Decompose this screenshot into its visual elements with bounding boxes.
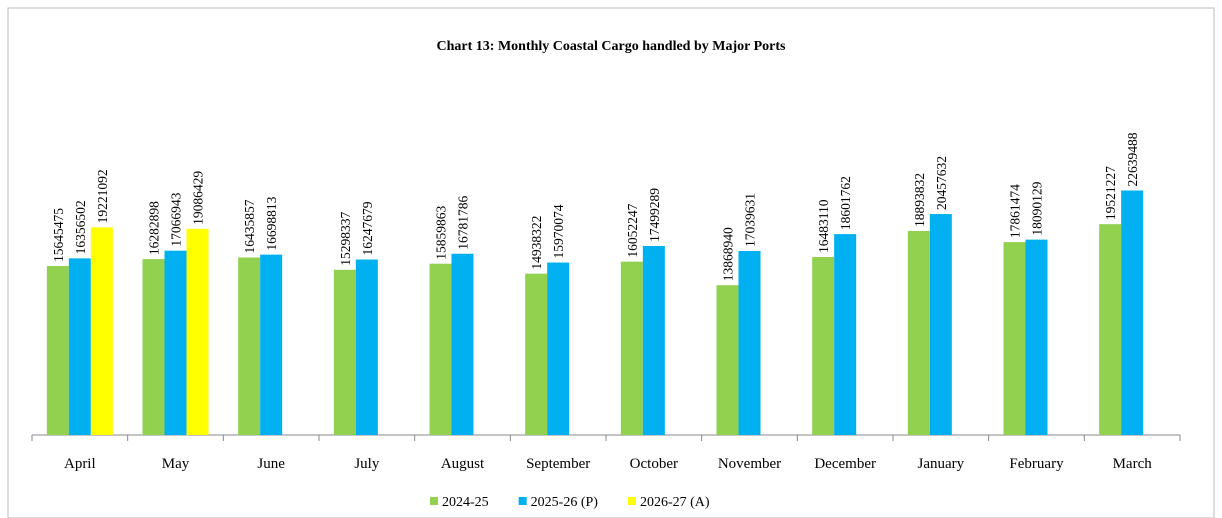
value-label: 16698813 bbox=[264, 196, 279, 250]
x-tick-label: March bbox=[1113, 456, 1153, 472]
chart-title: Chart 13: Monthly Coastal Cargo handled … bbox=[437, 39, 787, 54]
bar bbox=[1121, 190, 1144, 435]
bar bbox=[90, 227, 113, 435]
value-label: 15645475 bbox=[51, 208, 66, 262]
bar bbox=[547, 262, 570, 435]
bar bbox=[429, 263, 452, 435]
value-label: 18601762 bbox=[838, 176, 853, 230]
bar bbox=[620, 261, 643, 435]
legend-swatch bbox=[430, 497, 438, 505]
bar bbox=[355, 259, 378, 435]
value-label: 15859863 bbox=[434, 205, 449, 259]
value-label: 16052247 bbox=[625, 203, 640, 257]
x-tick-label: June bbox=[257, 456, 285, 472]
legend-swatch bbox=[627, 497, 636, 505]
value-label: 17039631 bbox=[743, 193, 758, 247]
bar bbox=[907, 230, 930, 435]
bar bbox=[1099, 224, 1122, 435]
legend-label: 2025-26 (P) bbox=[531, 495, 599, 510]
bar bbox=[68, 258, 91, 435]
bar bbox=[142, 259, 165, 435]
bar bbox=[738, 250, 761, 435]
bar bbox=[716, 285, 739, 435]
legend-label: 2024-25 bbox=[442, 495, 489, 510]
value-label: 16282898 bbox=[147, 201, 162, 255]
value-label: 17066943 bbox=[169, 192, 184, 246]
value-label: 22639488 bbox=[1125, 132, 1140, 186]
bar bbox=[1025, 239, 1048, 435]
x-tick-label: September bbox=[526, 456, 590, 472]
x-tick-label: May bbox=[162, 456, 190, 472]
value-label: 14938322 bbox=[529, 216, 544, 270]
value-label: 16781786 bbox=[456, 196, 471, 250]
value-label: 19086429 bbox=[191, 171, 206, 225]
bar bbox=[834, 234, 857, 435]
x-tick-label: November bbox=[718, 456, 781, 472]
value-label: 17499289 bbox=[647, 188, 662, 242]
value-label: 16247679 bbox=[360, 201, 375, 255]
value-label: 17861474 bbox=[1008, 184, 1023, 238]
bar bbox=[1003, 242, 1026, 435]
value-label: 16435857 bbox=[242, 199, 257, 253]
value-label: 16483110 bbox=[816, 199, 831, 253]
value-label: 16356502 bbox=[73, 200, 88, 254]
x-tick-label: January bbox=[918, 456, 965, 472]
bar bbox=[525, 273, 548, 435]
value-label: 15970074 bbox=[551, 204, 566, 258]
legend-swatch bbox=[518, 497, 527, 505]
bar bbox=[929, 214, 952, 435]
value-label: 19521227 bbox=[1103, 166, 1118, 220]
value-label: 19221092 bbox=[95, 169, 110, 223]
bar bbox=[642, 246, 665, 435]
bar bbox=[812, 256, 835, 435]
x-tick-label: December bbox=[814, 456, 876, 472]
value-label: 13868940 bbox=[721, 227, 736, 281]
x-tick-label: April bbox=[64, 456, 96, 472]
value-label: 18090129 bbox=[1030, 181, 1045, 235]
bar bbox=[186, 228, 209, 435]
bar bbox=[164, 250, 187, 435]
legend-label: 2026-27 (A) bbox=[640, 495, 710, 510]
bar bbox=[260, 254, 283, 435]
bar bbox=[333, 269, 356, 435]
value-label: 18893832 bbox=[912, 173, 927, 227]
value-label: 15298337 bbox=[338, 212, 353, 266]
value-label: 20457632 bbox=[934, 156, 949, 210]
bar bbox=[238, 257, 261, 435]
x-tick-label: October bbox=[630, 456, 678, 472]
x-tick-label: February bbox=[1009, 456, 1064, 472]
bar bbox=[46, 266, 69, 435]
x-tick-label: August bbox=[441, 456, 485, 472]
bar bbox=[451, 253, 474, 435]
x-tick-label: July bbox=[354, 456, 380, 472]
